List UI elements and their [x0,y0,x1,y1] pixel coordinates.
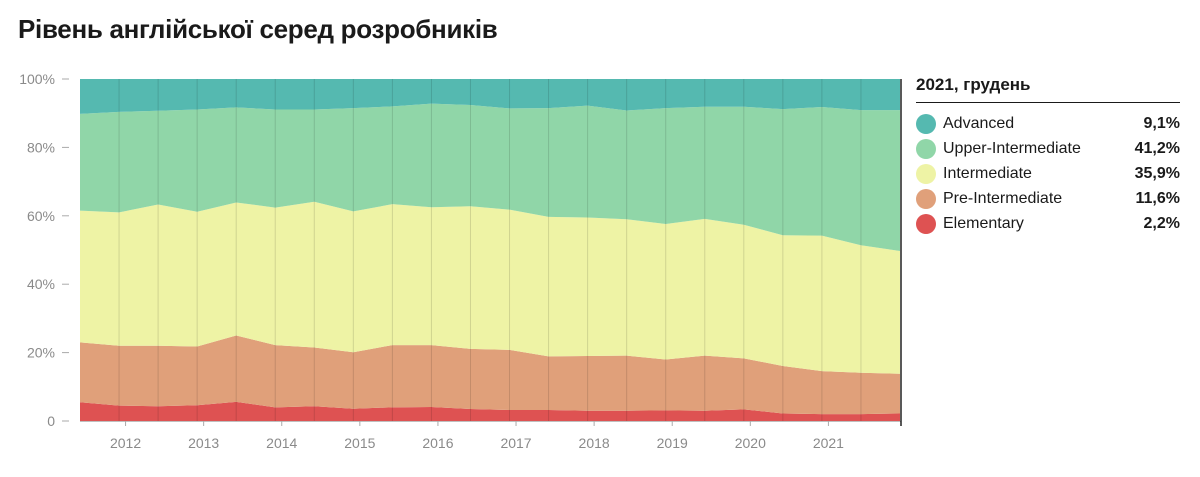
x-tick-label: 2021 [813,435,844,451]
area-elementary [80,401,900,421]
y-tick-label: 20% [27,345,55,361]
y-tick-label: 0 [47,413,55,429]
area-pre-intermediate [80,335,900,415]
area-intermediate [80,201,900,374]
x-tick-label: 2015 [344,435,375,451]
y-tick-label: 80% [27,139,55,155]
x-tick-label: 2018 [579,435,610,451]
legend-item-pre-intermediate: Pre-Intermediate 11,6% [916,187,1180,212]
legend-label: Advanced [943,114,1015,132]
legend-value: 11,6% [1135,190,1180,208]
area-upper-intermediate [80,103,900,252]
area-advanced [80,79,900,114]
x-tick-label: 2017 [500,435,531,451]
legend-label: Upper-Intermediate [943,139,1081,157]
legend-value: 41,2% [1134,139,1180,157]
x-tick-label: 2020 [735,435,766,451]
legend: 2021, грудень Advanced 9,1% Upper-Interm… [916,75,1180,237]
legend-label: Elementary [943,215,1024,233]
legend-item-upper-intermediate: Upper-Intermediate 41,2% [916,136,1180,161]
y-tick-label: 100% [19,71,55,87]
legend-label: Intermediate [943,164,1032,182]
legend-item-intermediate: Intermediate 35,9% [916,161,1180,186]
legend-swatch-pre-intermediate [916,189,936,210]
legend-swatch-upper-intermediate [916,138,936,159]
legend-value: 35,9% [1134,164,1180,182]
y-tick-label: 60% [27,208,55,224]
legend-value: 9,1% [1143,114,1180,132]
legend-swatch-advanced [916,113,936,134]
x-tick-label: 2013 [188,435,219,451]
legend-swatch-elementary [916,214,936,235]
legend-value: 2,2% [1143,215,1180,233]
x-tick-label: 2012 [110,435,141,451]
y-tick-label: 40% [27,276,55,292]
legend-title: 2021, грудень [916,75,1180,103]
x-tick-label: 2016 [422,435,453,451]
x-tick-label: 2014 [266,435,297,451]
legend-item-elementary: Elementary 2,2% [916,212,1180,237]
chart-title: Рівень англійської серед розробників [18,14,498,44]
legend-item-advanced: Advanced 9,1% [916,111,1180,136]
legend-swatch-intermediate [916,163,936,184]
legend-label: Pre-Intermediate [943,190,1063,208]
x-tick-label: 2019 [657,435,688,451]
